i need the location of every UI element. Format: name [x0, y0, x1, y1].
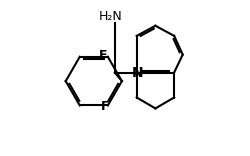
Text: N: N [132, 66, 143, 80]
Text: H₂N: H₂N [99, 10, 123, 23]
Text: F: F [99, 49, 108, 62]
Text: F: F [100, 100, 109, 114]
